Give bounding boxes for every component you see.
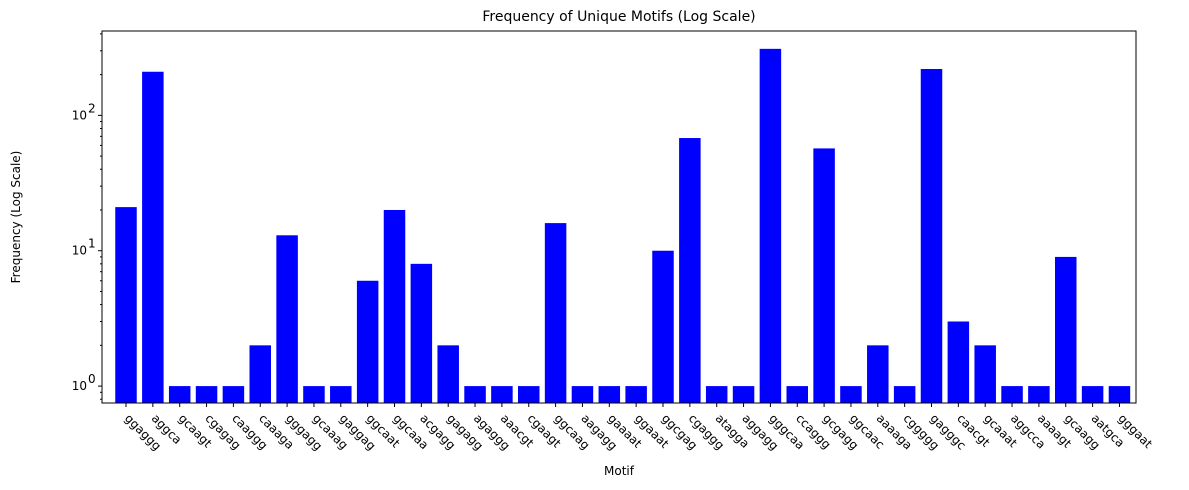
bar-aggagg	[732, 386, 755, 403]
bar-aggca	[142, 71, 164, 403]
bar-gagggc	[920, 69, 943, 403]
bar-agaggg	[464, 386, 486, 403]
y-tick-label: 10	[72, 379, 87, 393]
bar-aaaagt	[1028, 386, 1050, 403]
bar-atagga	[705, 386, 728, 403]
bar-gagagg	[437, 345, 459, 403]
bar-ggcaaa	[383, 209, 406, 403]
y-tick-exponent: 0	[88, 372, 96, 386]
bar-ggcaag	[544, 223, 567, 403]
bar-aagagg	[571, 386, 594, 403]
plot-frame	[101, 30, 1137, 404]
bar-aaacgt	[491, 386, 513, 403]
bar-ggaggg	[115, 207, 137, 403]
x-axis-label: Motif	[604, 464, 635, 478]
bar-cgaagt	[518, 386, 540, 403]
bar-gcaaat	[974, 345, 996, 403]
bar-caacgt	[947, 321, 970, 403]
bar-aatgca	[1081, 386, 1104, 403]
x-axis: ggagggaggcagcaagtcgagagcaagggcaaagagggag…	[122, 403, 1155, 453]
bar-cggggg	[893, 386, 916, 403]
y-tick-exponent: 2	[88, 101, 96, 115]
bar-ccaggg	[786, 386, 808, 403]
y-tick-label: 10	[72, 244, 87, 258]
chart-title: Frequency of Unique Motifs (Log Scale)	[482, 9, 755, 25]
y-tick-exponent: 1	[88, 237, 96, 251]
bar-gcaagt	[168, 386, 191, 403]
bar-gcaaag	[303, 386, 325, 403]
bar-gcgagg	[813, 148, 835, 403]
bar-ggcaac	[840, 386, 862, 403]
bar-caaaga	[249, 345, 271, 403]
bar-ggcgag	[652, 250, 674, 403]
y-tick-label: 10	[72, 108, 87, 122]
bar-caaggg	[222, 386, 245, 403]
bar-aggcca	[1001, 386, 1023, 403]
bars-group	[115, 48, 1131, 404]
bar-aaaaga	[867, 345, 889, 403]
bar-gggagg	[276, 235, 298, 403]
bar-gcaagg	[1055, 256, 1077, 403]
bar-gggaat	[1108, 386, 1131, 403]
bar-gaggag	[330, 386, 352, 403]
bar-ggcaat	[356, 280, 379, 403]
y-axis-label: Frequency (Log Scale)	[9, 151, 23, 284]
bar-gggcaa	[759, 48, 782, 403]
bar-cgaggg	[679, 138, 701, 404]
bar-ggaaat	[625, 386, 647, 403]
bar-gaaaat	[598, 386, 621, 403]
bar-acgagg	[410, 263, 433, 403]
bar-cgagag	[195, 386, 218, 403]
